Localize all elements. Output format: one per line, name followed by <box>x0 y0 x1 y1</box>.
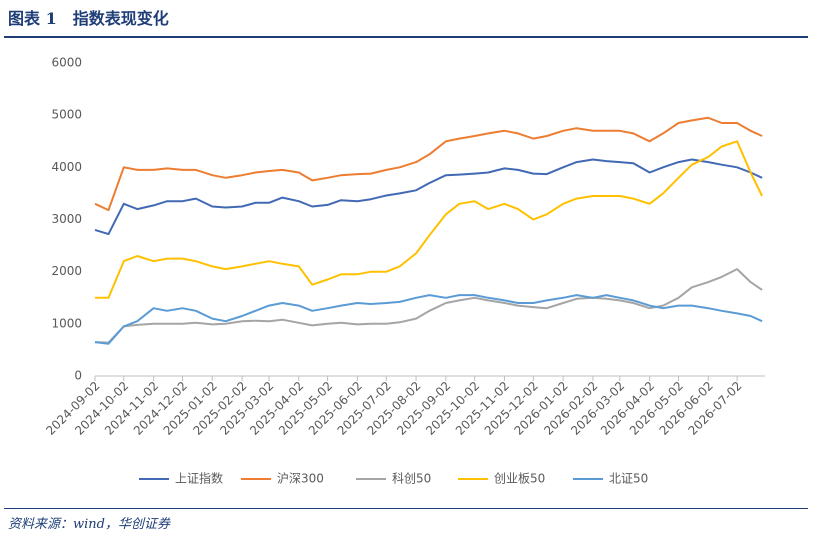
legend-label: 创业板50 <box>494 472 545 486</box>
y-tick-label: 0 <box>74 369 82 383</box>
y-tick-label: 4000 <box>51 160 82 174</box>
series-line <box>95 140 763 299</box>
y-tick-label: 3000 <box>51 212 82 226</box>
title: 图表 1 指数表现变化 <box>8 9 169 28</box>
series-line <box>94 268 763 344</box>
legend-label: 北证50 <box>609 472 648 486</box>
divider <box>4 508 808 509</box>
y-tick-label: 1000 <box>51 316 82 330</box>
y-tick-label: 5000 <box>51 108 82 122</box>
legend-label: 沪深300 <box>277 472 324 486</box>
y-tick-label: 6000 <box>51 56 82 70</box>
series-line <box>94 116 763 212</box>
legend-label: 科创50 <box>392 472 431 486</box>
legend-label: 上证指数 <box>175 471 223 486</box>
y-tick-label: 2000 <box>51 264 82 278</box>
divider <box>4 36 808 38</box>
series-line <box>94 294 763 345</box>
source: 资料来源：wind，华创证券 <box>8 517 170 532</box>
series-line <box>94 158 763 236</box>
chart: 01000200030004000500060002024-09-022024-… <box>43 56 765 486</box>
